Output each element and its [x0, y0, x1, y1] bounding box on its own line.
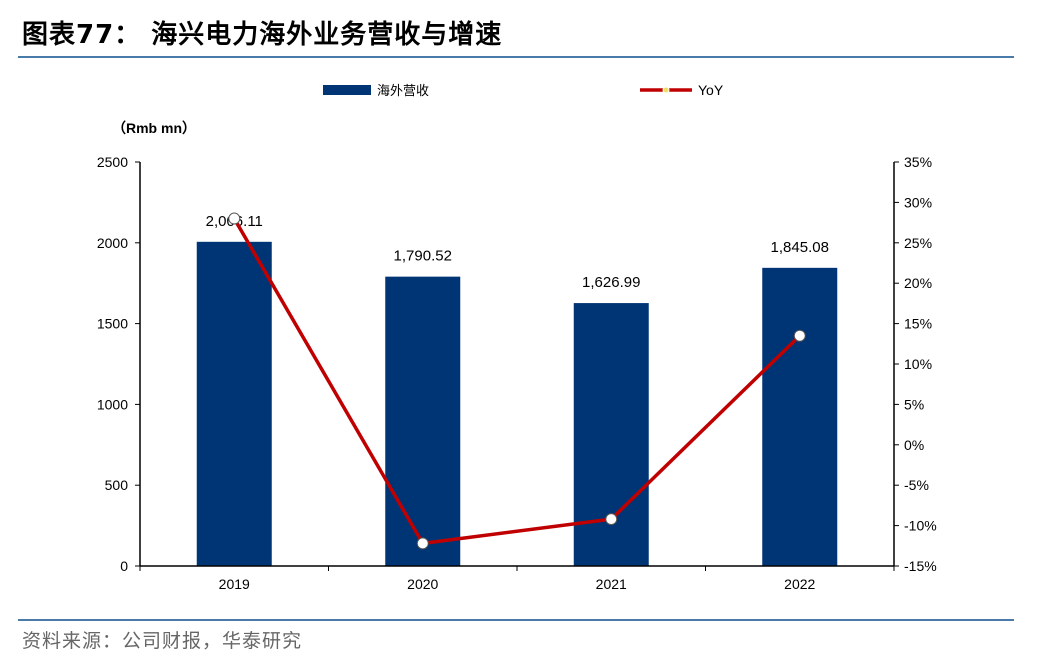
legend-label-line: YoY — [698, 82, 724, 98]
y-right-tick-label: -10% — [904, 518, 937, 534]
yoy-point — [228, 212, 241, 225]
y-left-tick-label: 1000 — [97, 396, 128, 412]
yoy-point — [793, 329, 806, 342]
y-left-unit-label: （Rmb mn） — [112, 120, 196, 136]
source-note: 资料来源：公司财报，华泰研究 — [22, 630, 303, 652]
legend-label-bars: 海外营收 — [377, 83, 429, 98]
legend-swatch-bars — [323, 85, 371, 95]
y-right-tick-label: -5% — [904, 477, 929, 493]
y-left-tick-label: 0 — [120, 558, 128, 574]
y-right-tick-label: 10% — [904, 356, 932, 372]
y-left-tick-label: 2000 — [97, 235, 128, 251]
yoy-line — [232, 217, 801, 546]
y-right-tick-label: 5% — [904, 396, 924, 412]
yoy-point — [605, 513, 618, 526]
x-tick-label: 2019 — [219, 576, 250, 592]
y-right-tick-label: 35% — [904, 154, 932, 170]
figure-title: 图表77： 海兴电力海外业务营收与增速 — [22, 20, 503, 50]
y-left-tick-label: 1500 — [97, 316, 128, 332]
y-right-tick-label: 20% — [904, 275, 932, 291]
y-right-tick-label: 15% — [904, 316, 932, 332]
y-right-tick-label: 0% — [904, 437, 924, 453]
y-right-tick-label: -15% — [904, 558, 937, 574]
y-right-tick-label: 30% — [904, 194, 932, 210]
x-tick-label: 2021 — [596, 576, 627, 592]
yoy-point — [416, 537, 429, 550]
bar — [573, 303, 649, 566]
bar — [762, 267, 838, 566]
x-tick-label: 2022 — [784, 576, 815, 592]
legend-swatch-marker — [662, 86, 670, 94]
y-left-tick-label: 2500 — [97, 154, 128, 170]
x-tick-label: 2020 — [407, 576, 438, 592]
bar — [385, 276, 461, 566]
bar-data-label: 1,626.99 — [582, 274, 640, 291]
bar-data-label: 1,845.08 — [771, 239, 829, 256]
bar-data-label: 1,790.52 — [394, 248, 452, 265]
y-left-tick-label: 500 — [105, 477, 129, 493]
bar — [196, 241, 272, 566]
title-divider — [18, 56, 1014, 58]
y-right-tick-label: 25% — [904, 235, 932, 251]
source-divider — [18, 619, 1014, 621]
